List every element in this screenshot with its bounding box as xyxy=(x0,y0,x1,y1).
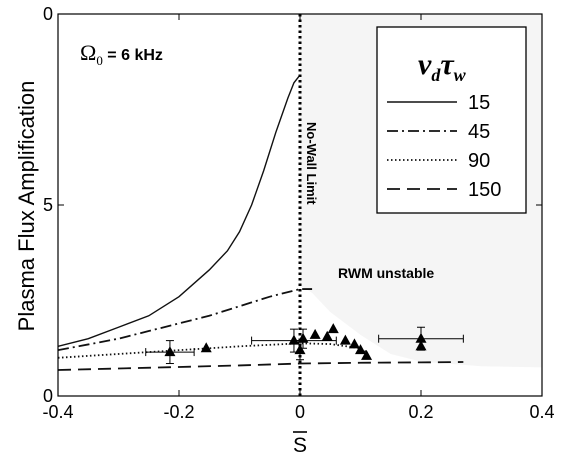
legend-title-tau: τ xyxy=(440,48,455,81)
triangle-marker xyxy=(361,349,373,360)
legend-title-nu: ν xyxy=(418,48,432,81)
measurement-layer xyxy=(145,323,464,365)
measurement-point xyxy=(200,342,212,353)
y-tick-label: 5 xyxy=(43,195,53,215)
x-tick-label: 0.4 xyxy=(529,402,554,422)
triangle-marker xyxy=(321,330,333,341)
y-axis-label: Plasma Flux Amplification xyxy=(14,81,39,332)
measurement-point xyxy=(145,340,195,365)
rwm-unstable-label: RWM unstable xyxy=(338,265,434,281)
legend-label-15: 15 xyxy=(468,92,490,114)
triangle-marker xyxy=(288,334,300,345)
measurement-point xyxy=(321,330,333,341)
x-tick-label: 0.2 xyxy=(408,402,433,422)
no-wall-limit-layer: No-Wall Limit xyxy=(298,14,319,396)
y-tick-label: 0 xyxy=(43,386,53,406)
x-tick-label: 0 xyxy=(295,402,305,422)
measurement-point xyxy=(309,328,321,339)
omega-annotation: Ω0 = 6 kHz xyxy=(80,40,163,68)
x-tick-label: -0.2 xyxy=(163,402,194,422)
measurement-point xyxy=(361,349,373,360)
triangle-marker xyxy=(348,338,360,349)
omega-subscript: 0 xyxy=(96,53,103,68)
triangle-marker xyxy=(297,332,309,343)
legend-label-150: 150 xyxy=(468,179,501,201)
omega-value: = 6 kHz xyxy=(103,47,163,64)
legend-box xyxy=(376,26,527,214)
series-line-150 xyxy=(58,361,464,371)
series-line-15 xyxy=(58,74,301,348)
omega-symbol: Ω xyxy=(80,40,96,65)
triangle-marker xyxy=(200,342,212,353)
triangle-marker xyxy=(327,323,339,334)
legend-title-sub-w: w xyxy=(454,65,467,85)
triangle-marker xyxy=(415,332,427,343)
series-layer xyxy=(58,74,464,371)
legend-title-sub-d: d xyxy=(431,65,441,85)
legend-label-90: 90 xyxy=(468,150,490,172)
x-axis-label: S xyxy=(293,434,307,457)
y-tick-label: 0 xyxy=(43,4,53,24)
series-line-45 xyxy=(58,288,313,352)
measurement-point xyxy=(297,328,309,349)
measurement-point xyxy=(327,323,339,334)
triangle-marker xyxy=(309,328,321,339)
no-wall-limit-label: No-Wall Limit xyxy=(304,122,319,205)
measurement-point xyxy=(415,340,427,351)
measurement-point xyxy=(355,344,366,355)
legend-title: νdτw xyxy=(418,48,467,85)
triangle-marker xyxy=(355,344,366,355)
x-tick-label: -0.4 xyxy=(42,402,73,422)
triangle-marker xyxy=(339,334,351,345)
series-line-90 xyxy=(58,342,368,359)
annotation-layer: RWM unstable Ω0 = 6 kHz xyxy=(80,40,434,281)
triangle-marker xyxy=(164,346,176,357)
axes-layer: -0.4 -0.2 0 0.2 0.4 0 5 0 Plasma Flux Amplificat… xyxy=(14,4,555,457)
measurement-point xyxy=(339,334,351,345)
triangle-marker xyxy=(294,344,306,355)
measurement-point xyxy=(348,338,360,349)
triangle-marker xyxy=(415,340,427,351)
legend-label-45: 45 xyxy=(468,121,490,143)
